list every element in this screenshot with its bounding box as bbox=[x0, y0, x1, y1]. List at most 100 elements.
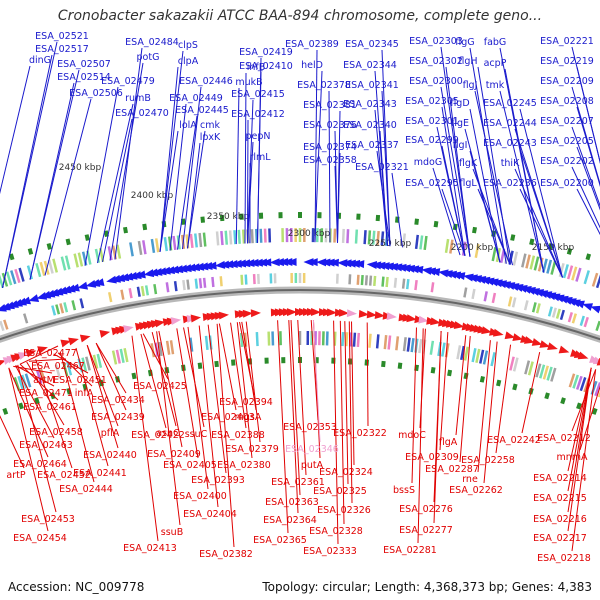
bottom-label-line bbox=[411, 327, 417, 484]
top-label-line bbox=[29, 82, 75, 280]
top-label-line bbox=[474, 90, 513, 266]
cog-box-mid bbox=[240, 274, 244, 285]
top-label-line bbox=[2, 54, 53, 288]
cog-box-inner bbox=[298, 331, 302, 345]
reverse-gene-arrow bbox=[596, 357, 600, 366]
bottom-gene-label: mnmA bbox=[556, 452, 588, 463]
cog-box-outer bbox=[575, 267, 582, 282]
cog-box-mid bbox=[136, 286, 141, 297]
cog-box-inner bbox=[325, 331, 329, 346]
cog-box-outer bbox=[571, 266, 578, 281]
forward-gene-arrow bbox=[454, 272, 466, 281]
cog-box-outer bbox=[73, 253, 79, 268]
forward-gene-arrow bbox=[404, 264, 416, 273]
cog-box-inner bbox=[509, 356, 515, 371]
forward-gene-arrow bbox=[131, 271, 142, 280]
cog-box-outer bbox=[154, 238, 160, 253]
cog-box-outer bbox=[315, 228, 319, 243]
scale-tick-outer bbox=[472, 226, 477, 234]
forward-gene-arrow bbox=[383, 262, 394, 271]
top-gene-label: flgL bbox=[459, 178, 477, 189]
scale-tick-outer bbox=[46, 243, 52, 250]
cog-box-outer bbox=[320, 228, 324, 243]
cog-box-inner bbox=[35, 369, 43, 385]
bottom-label-line bbox=[95, 342, 127, 394]
top-gene-label: ESA_02245 bbox=[483, 98, 537, 109]
bottom-gene-label: ESA_02364 bbox=[263, 515, 317, 526]
cog-box-outer bbox=[324, 228, 328, 243]
cog-box-outer bbox=[107, 246, 113, 261]
top-gene-label: ESA_02378 bbox=[297, 80, 351, 91]
cog-box-mid bbox=[595, 320, 600, 332]
cog-box-outer bbox=[380, 231, 385, 246]
bottom-label-line bbox=[216, 323, 235, 548]
forward-gene-arrow bbox=[574, 300, 585, 309]
scale-label: 2400 kbp bbox=[131, 191, 174, 201]
top-gene-label: clpA bbox=[178, 56, 199, 67]
bottom-label-line bbox=[241, 321, 257, 411]
cog-box-mid bbox=[252, 274, 256, 285]
cog-box-outer bbox=[26, 265, 34, 280]
cog-box-inner bbox=[279, 331, 282, 346]
top-gene-label: rumB bbox=[125, 93, 151, 104]
cog-box-outer bbox=[172, 235, 177, 251]
scale-tick-inner bbox=[2, 407, 9, 415]
cog-box-mid bbox=[59, 303, 65, 314]
cog-box-mid bbox=[364, 275, 369, 286]
cog-box-inner bbox=[17, 375, 25, 390]
bottom-gene-label: ESA_02477 bbox=[23, 348, 77, 359]
reverse-gene-arrow bbox=[338, 308, 350, 317]
cog-box-mid bbox=[535, 303, 541, 314]
cog-box-outer bbox=[419, 235, 424, 250]
cog-box-mid bbox=[3, 319, 9, 330]
cog-box-outer bbox=[233, 230, 237, 245]
cog-box-mid bbox=[79, 298, 85, 309]
top-gene-label: ESA_02303 bbox=[409, 36, 463, 47]
cog-box-mid bbox=[430, 282, 435, 293]
forward-gene-arrow bbox=[143, 269, 155, 278]
forward-gene-arrow bbox=[370, 261, 382, 270]
cog-box-mid bbox=[51, 305, 57, 316]
forward-gene-arrow bbox=[504, 282, 516, 290]
top-gene-label: ESA_02419 bbox=[239, 47, 293, 58]
scale-tick-outer bbox=[65, 238, 71, 246]
top-gene-label: ESA_02514 bbox=[57, 72, 111, 83]
forward-gene-arrow bbox=[400, 264, 411, 273]
forward-gene-arrow bbox=[202, 261, 213, 270]
map-title: Cronobacter sakazakii ATCC BAA-894 chrom… bbox=[57, 8, 543, 24]
cog-box-mid bbox=[186, 279, 190, 290]
cog-box-mid bbox=[294, 273, 298, 284]
bottom-label-line bbox=[26, 361, 65, 426]
forward-gene-arrow bbox=[126, 271, 138, 280]
cog-box-inner bbox=[115, 349, 122, 364]
bottom-gene-label: ESA_02388 bbox=[211, 430, 265, 441]
bottom-gene-label: ssuC bbox=[185, 429, 208, 440]
bottom-label-line bbox=[439, 332, 449, 451]
cog-box-mid bbox=[511, 297, 517, 308]
scale-tick-inner bbox=[264, 357, 269, 364]
forward-gene-arrow bbox=[77, 281, 89, 290]
forward-gene-arrow bbox=[408, 265, 420, 274]
cog-box-outer bbox=[346, 229, 350, 244]
bottom-gene-label: ESA_02333 bbox=[303, 546, 357, 557]
bottom-label-line bbox=[15, 365, 55, 439]
cog-box-outer bbox=[474, 243, 480, 258]
scale-tick-outer bbox=[123, 226, 128, 234]
top-gene-label: ESA_02300 bbox=[409, 76, 463, 87]
bottom-gene-label: ESA_02440 bbox=[83, 450, 137, 461]
cog-box-inner bbox=[111, 350, 118, 365]
top-gene-label: ESA_02470 bbox=[115, 108, 169, 119]
bottom-label-line bbox=[333, 320, 339, 545]
top-gene-label: ESA_02207 bbox=[540, 116, 594, 127]
top-label-line bbox=[499, 90, 545, 273]
scale-tick-inner bbox=[381, 360, 386, 368]
bottom-gene-label: ESA_02464 bbox=[13, 459, 67, 470]
top-gene-label: ESA_02389 bbox=[285, 39, 339, 50]
top-gene-label: flgE bbox=[451, 118, 469, 129]
top-label-line bbox=[519, 148, 563, 278]
bottom-label-line bbox=[417, 328, 424, 544]
cog-box-mid bbox=[559, 309, 565, 321]
reverse-gene-arrow bbox=[123, 325, 134, 333]
forward-gene-arrow bbox=[463, 273, 474, 282]
bottom-gene-label: ESA_02353 bbox=[283, 422, 337, 433]
